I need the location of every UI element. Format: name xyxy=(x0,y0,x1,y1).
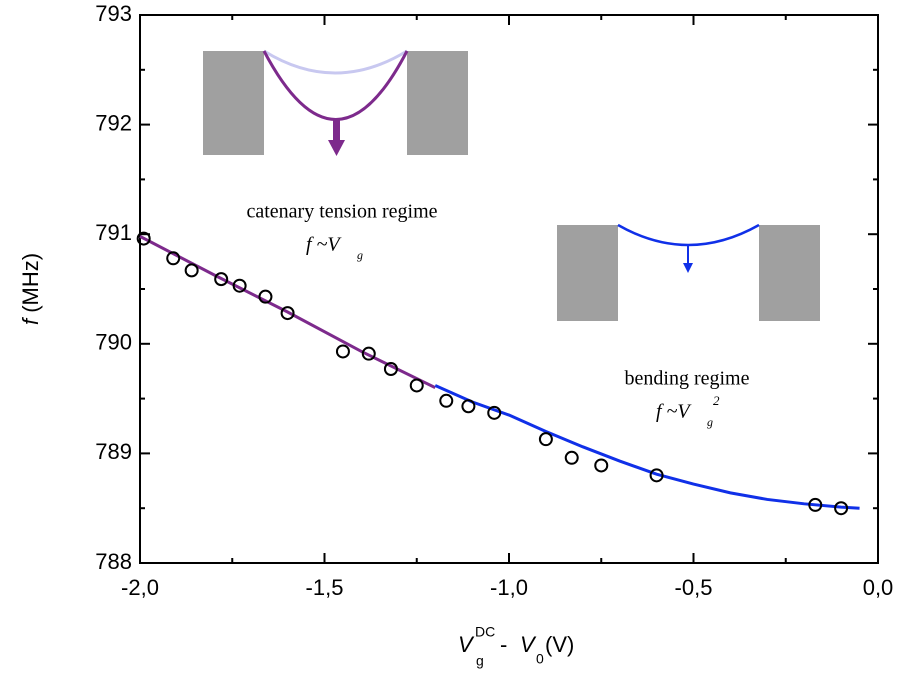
y-tick-label: 791 xyxy=(95,220,132,245)
annotation-formula: g xyxy=(357,248,363,262)
data-point xyxy=(166,251,181,266)
data-point xyxy=(258,289,273,304)
annotation: bending regime xyxy=(625,368,750,390)
y-tick-label: 793 xyxy=(95,1,132,26)
beam-deflected xyxy=(262,50,409,121)
x-label-part: V xyxy=(520,632,537,657)
y-label-text: f (MHz) xyxy=(18,253,43,325)
y-tick-label: 789 xyxy=(95,439,132,464)
clamp xyxy=(203,51,264,155)
data-point xyxy=(834,501,849,516)
x-tick-label: -1,0 xyxy=(490,575,528,600)
data-point xyxy=(335,344,350,359)
fit-line xyxy=(434,384,860,510)
data-point xyxy=(439,393,454,408)
clamp xyxy=(407,51,468,155)
x-label-part: DC xyxy=(475,624,495,640)
data-point xyxy=(383,362,398,377)
data-point xyxy=(361,346,376,361)
x-tick-label: -1,5 xyxy=(306,575,344,600)
y-label-part: (MHz) xyxy=(18,253,43,319)
annotation-formula: g xyxy=(707,415,713,429)
x-label-part: V xyxy=(458,632,475,657)
clamp xyxy=(759,225,820,321)
data-point xyxy=(232,278,247,293)
catenary-inset xyxy=(203,49,468,156)
x-label-part: g xyxy=(476,653,484,669)
data-point xyxy=(184,263,199,278)
data-point xyxy=(280,306,295,321)
x-label-part: (V) xyxy=(545,632,574,657)
y-label: f (MHz) xyxy=(18,253,43,325)
arrow-head xyxy=(683,263,693,273)
annotation-formula: f ~V xyxy=(656,401,692,423)
y-label-part: f xyxy=(18,316,43,325)
data-point xyxy=(214,272,229,287)
data-point xyxy=(136,231,151,246)
data-point xyxy=(808,497,823,512)
y-tick-label: 790 xyxy=(95,330,132,355)
arrow-head xyxy=(328,140,345,156)
fit-line xyxy=(139,235,436,389)
data-point xyxy=(487,405,502,420)
bending-inset xyxy=(557,223,820,321)
x-label-part: 0 xyxy=(536,651,544,667)
clamp xyxy=(557,225,618,321)
x-label-part: - xyxy=(500,632,513,657)
data-point xyxy=(538,432,553,447)
arrow xyxy=(333,120,340,142)
data-point xyxy=(461,399,476,414)
x-tick-label: 0,0 xyxy=(863,575,894,600)
annotation-formula: 2 xyxy=(713,393,720,408)
data-point xyxy=(564,450,579,465)
beam-deflected xyxy=(617,223,760,247)
data-point xyxy=(409,378,424,393)
beam-rest xyxy=(263,49,408,75)
x-tick-label: -2,0 xyxy=(121,575,159,600)
y-tick-label: 792 xyxy=(95,110,132,135)
annotation: catenary tension regime xyxy=(246,201,437,223)
y-tick-label: 788 xyxy=(95,549,132,574)
annotation-formula: f ~V xyxy=(306,234,342,256)
data-point xyxy=(594,458,609,473)
data-point xyxy=(649,468,664,483)
x-tick-label: -0,5 xyxy=(675,575,713,600)
